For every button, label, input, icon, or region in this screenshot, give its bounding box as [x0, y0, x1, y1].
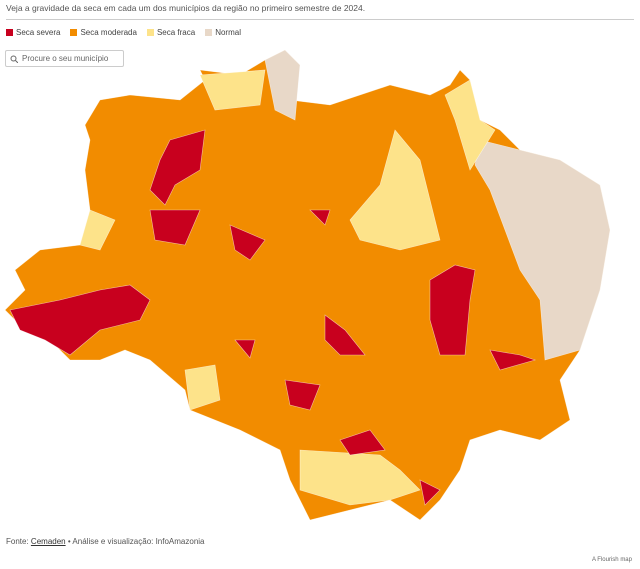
subtitle: Veja a gravidade da seca em cada um dos … — [6, 3, 366, 13]
legend-label: Normal — [215, 28, 241, 37]
legend-swatch — [70, 29, 78, 36]
region — [324, 314, 366, 356]
source-link[interactable]: Cemaden — [30, 537, 66, 546]
region — [149, 129, 206, 206]
divider — [6, 19, 634, 20]
source-rest: • Análise e visualização: InfoAmazonia — [67, 537, 205, 546]
region — [299, 449, 421, 506]
region — [429, 264, 476, 356]
search-placeholder: Procure o seu município — [22, 54, 109, 63]
region — [474, 139, 611, 361]
source-prefix: Fonte: — [6, 537, 29, 546]
region — [234, 339, 256, 359]
legend-label: Seca moderada — [80, 28, 137, 37]
region — [284, 379, 321, 411]
legend-swatch — [146, 29, 154, 36]
legend: Seca severa Seca moderada Seca fraca Normal — [6, 28, 241, 37]
region — [184, 364, 221, 411]
credit: A Flourish map — [591, 557, 632, 563]
region — [199, 69, 266, 111]
region — [309, 209, 331, 226]
region — [489, 349, 537, 371]
legend-swatch — [6, 29, 13, 36]
region — [229, 224, 266, 261]
region — [444, 79, 496, 171]
region — [149, 209, 201, 246]
region — [79, 209, 116, 251]
region — [339, 429, 386, 456]
region — [419, 479, 441, 506]
region — [349, 129, 441, 251]
legend-item[interactable]: Seca moderada — [70, 28, 137, 37]
search-box[interactable]: Procure o seu município — [5, 50, 124, 67]
legend-item[interactable]: Seca fraca — [146, 28, 196, 37]
legend-swatch — [205, 29, 213, 36]
region — [264, 49, 301, 121]
region — [9, 284, 151, 356]
legend-label: Seca severa — [16, 28, 61, 37]
legend-item[interactable]: Seca severa — [6, 28, 60, 37]
region — [4, 49, 611, 521]
source: Fonte: Cemaden • Análise e visualização:… — [6, 537, 205, 546]
legend-label: Seca fraca — [156, 28, 196, 37]
legend-item[interactable]: Normal — [205, 28, 241, 37]
search-icon — [10, 55, 18, 63]
